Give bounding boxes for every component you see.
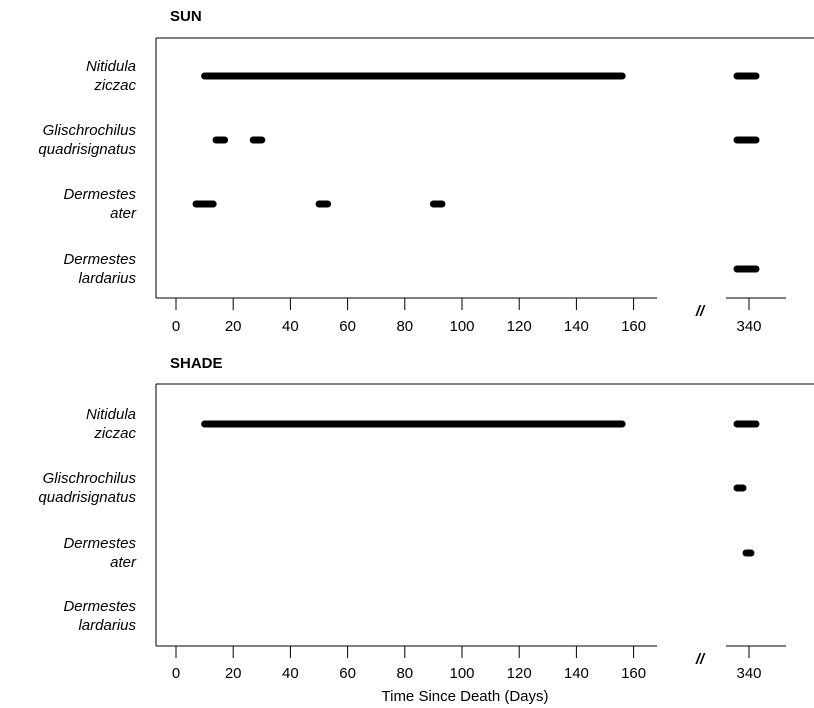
species-row: Dermestes ater [63, 535, 755, 571]
x-tick-label: 100 [449, 665, 474, 682]
x-tick-label: 140 [564, 318, 589, 335]
x-tick-label: 160 [621, 665, 646, 682]
panel-title: SHADE [170, 355, 223, 372]
x-tick-label: 100 [449, 318, 474, 335]
x-tick-label: 160 [621, 318, 646, 335]
species-row: Glischrochilus quadrisignatus [38, 470, 747, 506]
species-label-line: lardarius [78, 270, 136, 287]
panel-shade: SHADE // 0 20 40 60 80 100 120 140 160 340 Time Sinc… [38, 355, 814, 705]
species-row: Nitidula ziczac [86, 58, 760, 94]
species-label-line: ater [110, 554, 137, 571]
species-label-line: Glischrochilus [43, 122, 137, 139]
species-label-line: quadrisignatus [38, 489, 136, 506]
x-tick-label: 0 [172, 318, 180, 335]
species-label-line: Dermestes [63, 251, 136, 268]
species-label-line: lardarius [78, 617, 136, 634]
x-tick-label: 40 [282, 665, 299, 682]
species-label-line: Glischrochilus [43, 470, 137, 487]
species-row: Glischrochilus quadrisignatus [38, 122, 760, 158]
x-tick-label: 60 [339, 665, 356, 682]
x-tick-label: 120 [507, 665, 532, 682]
species-label-line: ziczac [93, 77, 136, 94]
species-label-line: Nitidula [86, 406, 136, 423]
species-label-line: Nitidula [86, 58, 136, 75]
axis-break-marker: // [695, 303, 706, 320]
x-tick-label: 340 [736, 318, 761, 335]
panel-sun: SUN // 0 20 40 60 80 100 120 140 160 340 Nitidula zic… [38, 8, 814, 335]
species-row: Dermestes lardarius [63, 598, 136, 634]
species-row: Dermestes ater [63, 186, 446, 222]
x-tick-label: 80 [396, 665, 413, 682]
species-label-line: Dermestes [63, 598, 136, 615]
species-label-line: ziczac [93, 425, 136, 442]
species-row: Nitidula ziczac [86, 406, 760, 442]
species-row: Dermestes lardarius [63, 251, 760, 287]
x-tick-label: 20 [225, 665, 242, 682]
x-tick-label: 40 [282, 318, 299, 335]
x-tick-label: 140 [564, 665, 589, 682]
x-tick-label: 340 [736, 665, 761, 682]
x-tick-label: 20 [225, 318, 242, 335]
panel-title: SUN [170, 8, 202, 25]
axis-break-marker: // [695, 651, 706, 668]
species-label-line: quadrisignatus [38, 141, 136, 158]
x-axis-title: Time Since Death (Days) [382, 688, 549, 705]
species-label-line: Dermestes [63, 186, 136, 203]
species-label-line: ater [110, 205, 137, 222]
x-tick-label: 120 [507, 318, 532, 335]
x-tick-label: 60 [339, 318, 356, 335]
species-label-line: Dermestes [63, 535, 136, 552]
x-tick-label: 80 [396, 318, 413, 335]
x-tick-label: 0 [172, 665, 180, 682]
